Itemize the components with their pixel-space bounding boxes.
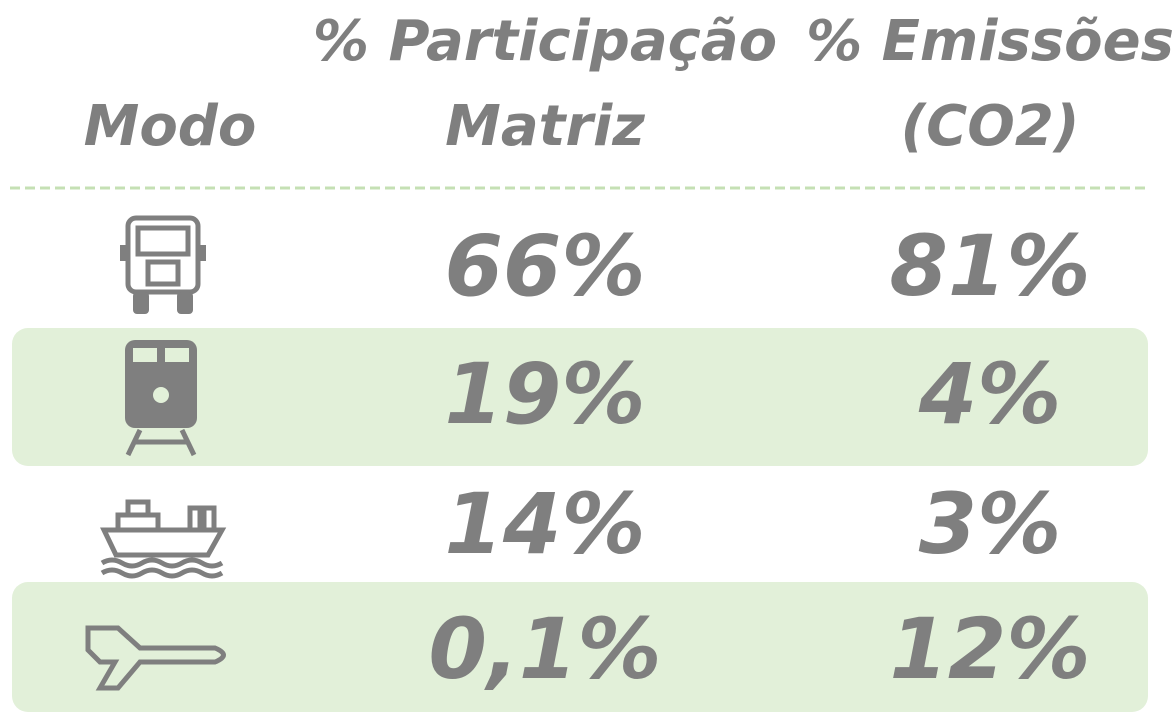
cell-value: 14%: [444, 475, 645, 573]
cell-value: 3%: [919, 475, 1062, 573]
cell-value: 66%: [444, 217, 645, 315]
column-header: Modo: [84, 94, 257, 159]
cell-value: 81%: [889, 217, 1090, 315]
ship-icon: [100, 499, 227, 579]
column-header: % Participação: [313, 9, 777, 74]
cell-value: 19%: [444, 345, 645, 443]
cell-value: 4%: [918, 345, 1062, 443]
column-header: Matriz: [445, 94, 645, 159]
cell-value: 12%: [889, 600, 1090, 698]
cell-value: 0,1%: [429, 600, 662, 698]
column-header: % Emissões: [806, 9, 1174, 74]
column-header: (CO2): [901, 94, 1080, 159]
truck-icon: [120, 215, 206, 314]
row-band: [12, 582, 1148, 712]
train-icon: [125, 340, 197, 457]
row-band: [12, 328, 1148, 466]
plane-icon: [85, 625, 226, 691]
